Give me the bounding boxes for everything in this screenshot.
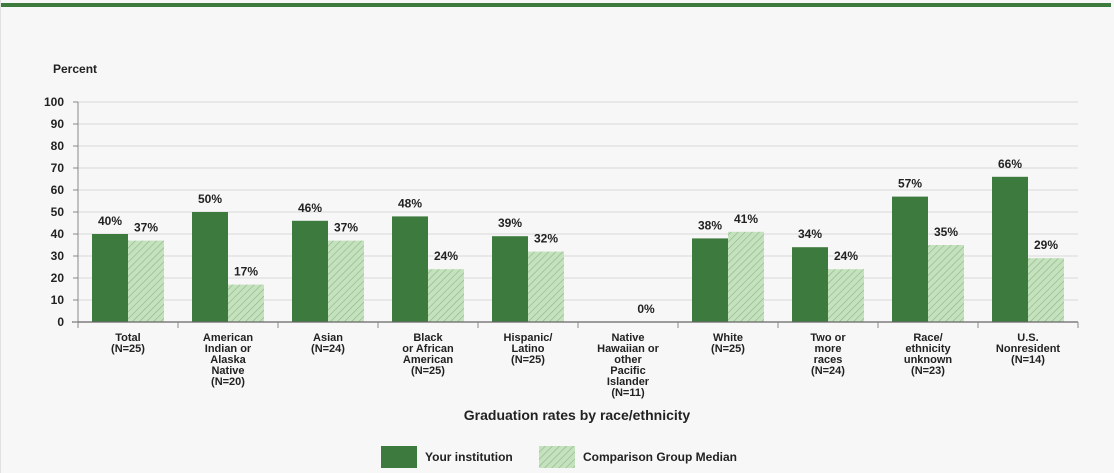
category-labels: Total (N=25) American Indian or Alaska Native… — [111, 332, 1060, 399]
bar-your-institution — [992, 176, 1028, 322]
data-label: 41% — [734, 212, 758, 226]
data-label: 40% — [98, 214, 122, 228]
data-label: 17% — [234, 265, 258, 279]
bar-your-institution — [492, 236, 528, 322]
data-label: 32% — [534, 232, 558, 246]
data-label: 57% — [898, 177, 922, 191]
y-tick-label: 40 — [51, 227, 65, 241]
data-label: 38% — [698, 218, 722, 232]
category-label: Black or African American (N=25) — [402, 332, 454, 377]
data-label: 48% — [398, 196, 422, 210]
bar-comparison-median — [728, 231, 764, 322]
data-label: 39% — [498, 216, 522, 230]
y-tick-label: 0 — [57, 315, 64, 329]
bar-your-institution — [692, 238, 728, 322]
data-label: 46% — [298, 201, 322, 215]
legend-label-your-institution: Your institution — [425, 450, 513, 464]
bar-your-institution — [892, 196, 928, 322]
y-tick-label: 60 — [51, 183, 65, 197]
bar-comparison-median — [328, 240, 364, 322]
data-label: 66% — [998, 157, 1022, 171]
data-label: 50% — [198, 192, 222, 206]
y-tick-label: 30 — [51, 249, 65, 263]
data-label: 34% — [798, 227, 822, 241]
data-labels: 40% 50% 46% 48% 39% 38% 34% 57% 66% 37% 17% 37% 24% 3… — [98, 157, 1058, 316]
bars — [92, 176, 1064, 322]
bar-your-institution — [92, 234, 128, 322]
data-label: 24% — [834, 249, 858, 263]
y-tick-label: 90 — [51, 117, 65, 131]
data-label: 24% — [434, 249, 458, 263]
legend-swatch-your-institution — [381, 446, 417, 468]
legend-swatch-comparison-group-median — [539, 446, 575, 468]
y-tick-label: 20 — [51, 271, 65, 285]
bar-your-institution — [792, 247, 828, 322]
category-label: Two or more races (N=24) — [810, 332, 846, 377]
y-tick-label: 50 — [51, 205, 65, 219]
bar-comparison-median — [1028, 258, 1064, 322]
y-axis-title: Percent — [53, 62, 97, 76]
category-label: White (N=25) — [711, 332, 745, 355]
x-axis-title: Graduation rates by race/ethnicity — [464, 407, 691, 423]
data-label: 29% — [1034, 238, 1058, 252]
bar-comparison-median — [928, 245, 964, 322]
bar-your-institution — [292, 220, 328, 322]
data-label: 35% — [934, 225, 958, 239]
data-label: 0% — [637, 302, 655, 316]
top-accent-rule — [1, 3, 1111, 7]
data-label: 37% — [134, 221, 158, 235]
category-label: Hispanic/Latino (N=25) — [504, 332, 553, 366]
data-label: 37% — [334, 221, 358, 235]
category-label: American Indian or Alaska Native (N=20) — [203, 332, 253, 388]
bar-your-institution — [192, 212, 228, 322]
category-label: Asian (N=24) — [311, 332, 345, 355]
category-label: Total (N=25) — [111, 332, 145, 355]
y-tick-label: 10 — [51, 293, 65, 307]
bar-your-institution — [392, 216, 428, 322]
bar-comparison-median — [828, 269, 864, 322]
y-tick-label: 100 — [44, 95, 64, 109]
legend-label-comparison-group-median: Comparison Group Median — [583, 450, 737, 464]
y-tick-labels: 0 10 20 30 40 50 60 70 80 90 100 — [44, 95, 64, 329]
bar-comparison-median — [528, 251, 564, 322]
y-tick-label: 80 — [51, 139, 65, 153]
bar-comparison-median — [228, 284, 264, 322]
category-label: Native Hawaiian or other Pacific Islander (N=… — [597, 332, 659, 399]
bar-comparison-median — [428, 269, 464, 322]
y-tick-label: 70 — [51, 161, 65, 175]
category-label: Race/ethnicity unknown (N=23) — [904, 332, 953, 377]
category-label: U.S. Nonresident (N=14) — [996, 332, 1061, 366]
axes — [72, 101, 1079, 328]
bar-comparison-median — [128, 240, 164, 322]
legend: Your institution Comparison Group Median — [381, 446, 737, 468]
